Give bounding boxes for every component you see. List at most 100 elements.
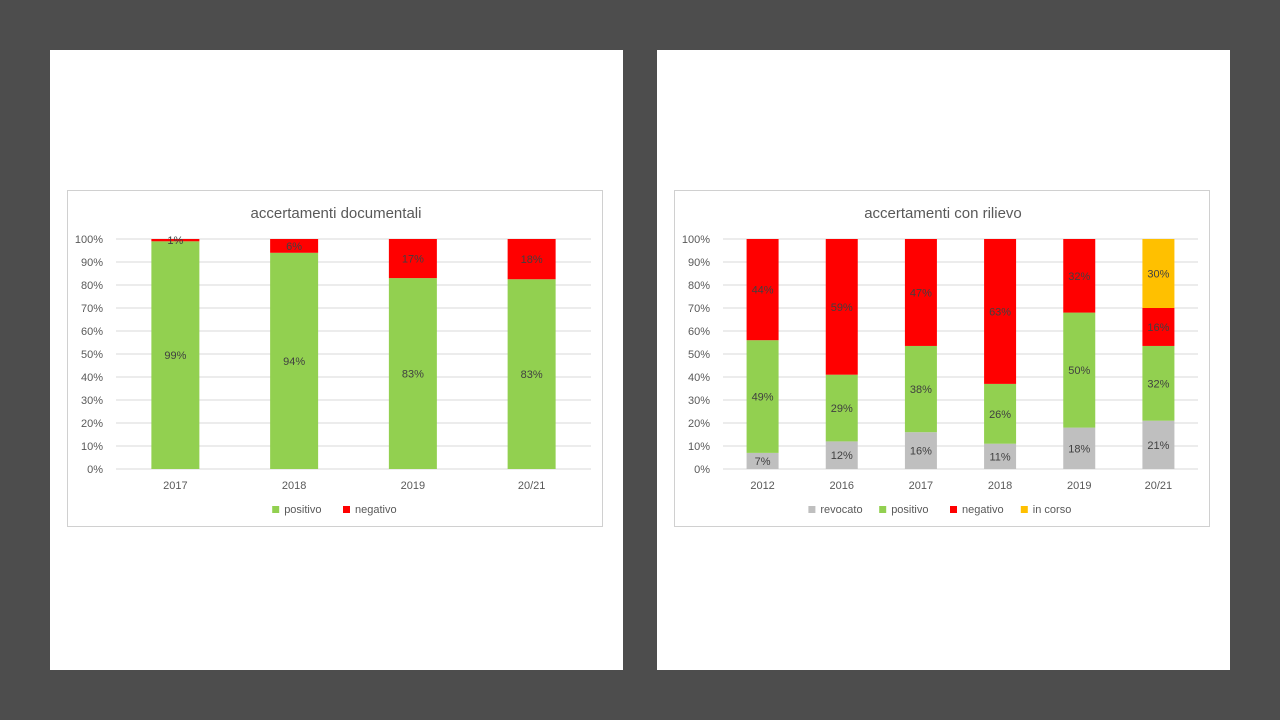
legend-label: revocato bbox=[820, 504, 862, 516]
slide-panel-left: accertamenti documentali 0% 10% 20% 30% 40% 50… bbox=[50, 50, 623, 670]
y-tick-label: 50% bbox=[81, 349, 103, 361]
y-tick-label: 10% bbox=[688, 441, 710, 453]
bar-segment-revocato bbox=[1063, 427, 1096, 469]
legend-swatch bbox=[879, 506, 887, 513]
chart-title: accertamenti con rilievo bbox=[864, 205, 1022, 222]
bar-segment-negativo bbox=[507, 239, 556, 280]
data-label: 18% bbox=[521, 254, 543, 266]
y-tick-label: 100% bbox=[682, 234, 710, 246]
data-label: 21% bbox=[1147, 440, 1169, 452]
legend-swatch bbox=[1020, 506, 1028, 513]
x-tick-label: 2017 bbox=[909, 480, 933, 492]
data-label: 32% bbox=[1147, 378, 1169, 390]
x-tick-label: 20/21 bbox=[518, 480, 546, 492]
chart-documentali-svg: accertamenti documentali 0% 10% 20% 30% 40% 50… bbox=[75, 205, 591, 516]
legend-label: in corso bbox=[1033, 504, 1072, 516]
y-tick-label: 40% bbox=[688, 372, 710, 384]
data-label: 30% bbox=[1147, 269, 1169, 281]
data-label: 29% bbox=[831, 403, 853, 415]
legend-label: positivo bbox=[284, 504, 321, 516]
data-label: 26% bbox=[989, 409, 1011, 421]
data-label: 6% bbox=[286, 241, 302, 253]
legend-label: negativo bbox=[355, 504, 397, 516]
data-label: 49% bbox=[752, 392, 774, 404]
data-label: 7% bbox=[755, 456, 771, 468]
y-tick-label: 50% bbox=[688, 349, 710, 361]
data-label: 17% bbox=[402, 254, 424, 266]
bar-segment-negativo bbox=[388, 239, 437, 279]
data-label: 18% bbox=[1068, 443, 1090, 455]
data-label: 12% bbox=[831, 450, 853, 462]
bar-segment-negativo bbox=[984, 239, 1017, 384]
bar-segment-positivo bbox=[151, 241, 200, 469]
legend-swatch bbox=[808, 506, 816, 513]
bar-segment-positivo bbox=[1142, 345, 1175, 421]
bar-segment-negativo bbox=[746, 239, 779, 341]
legend-swatch bbox=[950, 506, 957, 513]
bar-segment-positivo bbox=[1063, 312, 1096, 428]
x-tick-label: 2019 bbox=[1067, 480, 1091, 492]
y-tick-label: 90% bbox=[688, 257, 710, 269]
legend-swatch bbox=[272, 506, 280, 513]
y-tick-label: 60% bbox=[81, 326, 103, 338]
bar-segment-in-corso bbox=[1142, 239, 1175, 308]
data-label: 83% bbox=[521, 369, 543, 381]
data-label: 47% bbox=[910, 287, 932, 299]
bar-segment-negativo bbox=[1142, 308, 1175, 346]
legend-swatch bbox=[343, 506, 350, 513]
bar-segment-revocato bbox=[984, 443, 1017, 469]
y-tick-label: 80% bbox=[81, 280, 103, 292]
chart-title: accertamenti documentali bbox=[251, 205, 422, 222]
data-label: 16% bbox=[910, 446, 932, 458]
chart-con-rilievo: accertamenti con rilievo 0% 10% 20% 30% 40% 50… bbox=[674, 190, 1210, 527]
data-label: 50% bbox=[1068, 365, 1090, 377]
bar-segment-negativo bbox=[1063, 239, 1096, 313]
y-tick-label: 90% bbox=[81, 257, 103, 269]
bar-segment-positivo bbox=[746, 340, 779, 453]
bar-segment-negativo bbox=[904, 239, 937, 346]
data-label: 59% bbox=[831, 302, 853, 314]
data-label: 38% bbox=[910, 384, 932, 396]
bar-segment-positivo bbox=[904, 345, 937, 433]
bar-segment-revocato bbox=[904, 432, 937, 469]
bar-segment-negativo bbox=[825, 239, 858, 375]
data-label: 1% bbox=[167, 235, 183, 247]
data-label: 32% bbox=[1068, 271, 1090, 283]
y-tick-label: 20% bbox=[81, 418, 103, 430]
y-tick-label: 10% bbox=[81, 441, 103, 453]
y-tick-label: 30% bbox=[688, 395, 710, 407]
y-tick-label: 60% bbox=[688, 326, 710, 338]
y-tick-label: 30% bbox=[81, 395, 103, 407]
data-label: 94% bbox=[283, 356, 305, 368]
y-tick-label: 70% bbox=[81, 303, 103, 315]
y-tick-label: 40% bbox=[81, 372, 103, 384]
bar-segment-revocato bbox=[1142, 420, 1175, 469]
x-tick-label: 20/21 bbox=[1145, 480, 1173, 492]
x-tick-label: 2016 bbox=[830, 480, 854, 492]
data-label: 99% bbox=[164, 350, 186, 362]
y-tick-label: 0% bbox=[87, 464, 103, 476]
bar-segment-positivo bbox=[507, 279, 556, 469]
x-tick-label: 2017 bbox=[163, 480, 187, 492]
bar-segment-positivo bbox=[270, 252, 319, 469]
y-tick-label: 80% bbox=[688, 280, 710, 292]
y-tick-label: 100% bbox=[75, 234, 103, 246]
bar-segment-negativo bbox=[270, 239, 319, 253]
data-label: 44% bbox=[752, 285, 774, 297]
x-tick-label: 2019 bbox=[401, 480, 425, 492]
legend-label: positivo bbox=[891, 504, 928, 516]
data-label: 63% bbox=[989, 306, 1011, 318]
chart-con-rilievo-svg: accertamenti con rilievo 0% 10% 20% 30% 40% 50… bbox=[682, 205, 1198, 516]
bar-segment-revocato bbox=[746, 452, 779, 469]
bar-segment-positivo bbox=[984, 383, 1017, 444]
x-tick-label: 2012 bbox=[750, 480, 774, 492]
bar-segment-positivo bbox=[825, 374, 858, 442]
bar-segment-revocato bbox=[825, 441, 858, 469]
data-label: 11% bbox=[989, 451, 1010, 463]
data-label: 16% bbox=[1147, 322, 1169, 334]
y-tick-label: 20% bbox=[688, 418, 710, 430]
data-label: 83% bbox=[402, 369, 424, 381]
legend-label: negativo bbox=[962, 504, 1004, 516]
x-tick-label: 2018 bbox=[282, 480, 306, 492]
y-tick-label: 0% bbox=[694, 464, 710, 476]
